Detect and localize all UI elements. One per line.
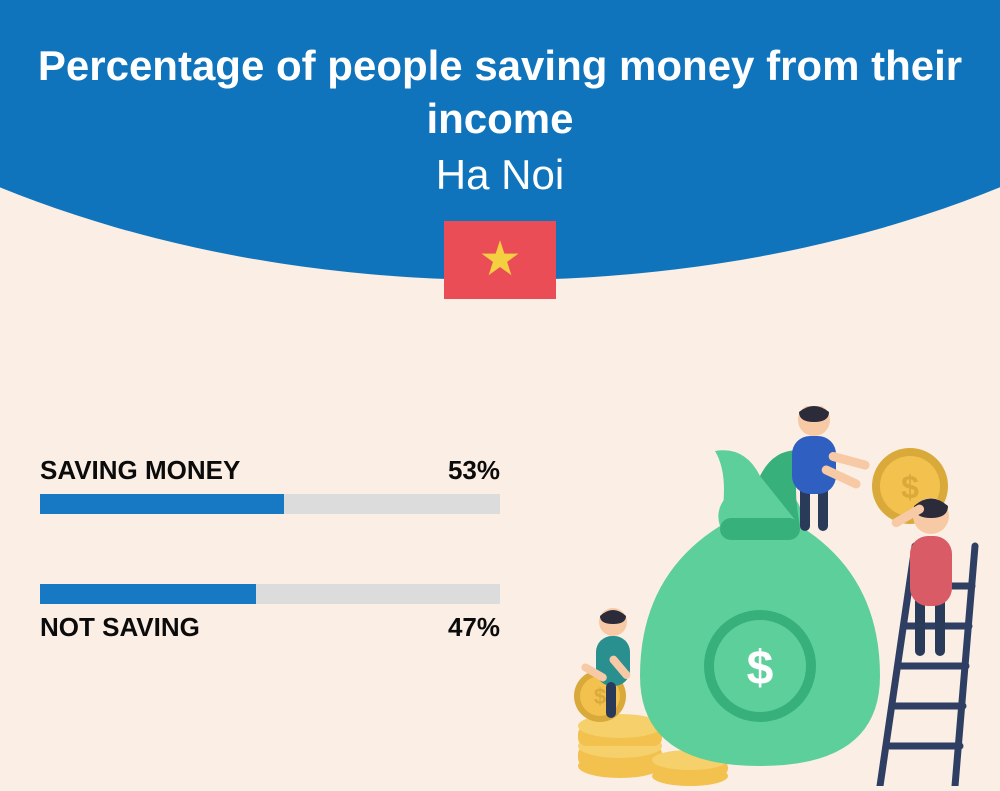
bar-chart: SAVING MONEY 53% NOT SAVING 47% bbox=[40, 455, 500, 643]
person-icon bbox=[792, 406, 871, 531]
page-title: Percentage of people saving money from t… bbox=[0, 40, 1000, 145]
star-icon: ★ bbox=[478, 236, 521, 284]
svg-text:$: $ bbox=[747, 642, 774, 695]
bar-track bbox=[40, 494, 500, 514]
bar-not-saving: NOT SAVING 47% bbox=[40, 584, 500, 643]
bar-value: 53% bbox=[448, 455, 500, 486]
bar-track bbox=[40, 584, 500, 604]
bar-header: SAVING MONEY 53% bbox=[40, 455, 500, 486]
bar-value: 47% bbox=[448, 612, 500, 643]
bar-label: SAVING MONEY bbox=[40, 455, 240, 486]
bar-header: NOT SAVING 47% bbox=[40, 612, 500, 643]
bar-fill bbox=[40, 584, 256, 604]
header-content: Percentage of people saving money from t… bbox=[0, 0, 1000, 299]
bar-label: NOT SAVING bbox=[40, 612, 200, 643]
svg-text:$: $ bbox=[594, 684, 606, 709]
money-saving-illustration: $ $ bbox=[560, 406, 980, 786]
page-subtitle: Ha Noi bbox=[0, 151, 1000, 199]
money-bag-icon: $ bbox=[640, 450, 880, 766]
vietnam-flag-icon: ★ bbox=[444, 221, 556, 299]
person-icon: $ bbox=[574, 608, 632, 722]
header-area: Percentage of people saving money from t… bbox=[0, 0, 1000, 340]
bar-saving-money: SAVING MONEY 53% bbox=[40, 455, 500, 514]
coin-stack-icon bbox=[578, 714, 662, 778]
bar-fill bbox=[40, 494, 284, 514]
svg-text:$: $ bbox=[901, 469, 919, 505]
